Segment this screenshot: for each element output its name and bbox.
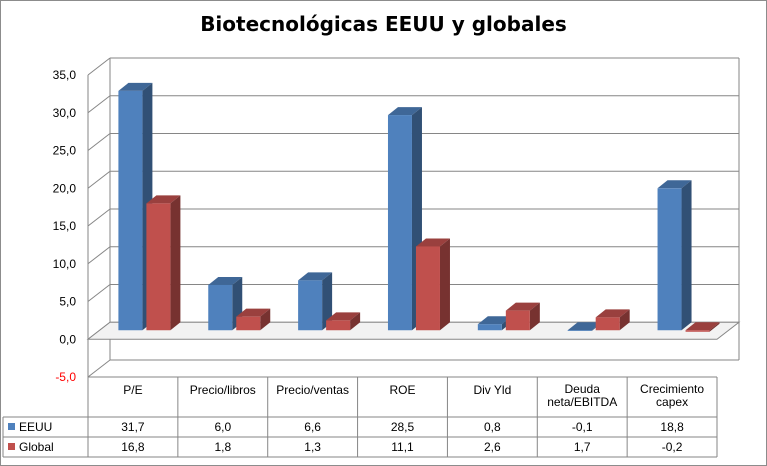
- bar-global-top: [326, 312, 361, 321]
- bar-global: [146, 203, 171, 331]
- chart-title: Biotecnológicas EEUU y globales: [200, 12, 567, 36]
- y-tick-label: 15,0: [53, 219, 77, 233]
- gridline-side: [87, 133, 111, 151]
- data-label-eeuu: 0,8: [484, 420, 501, 434]
- gridline-side: [87, 57, 111, 76]
- y-tick-label: 0,0: [59, 332, 76, 346]
- y-tick-label: 5,0: [59, 295, 76, 309]
- data-label-eeuu: 31,7: [121, 420, 145, 434]
- data-label-global: 1,8: [214, 440, 231, 454]
- x-tick-label: Crecimiento capex: [640, 382, 704, 409]
- bar-global-top: [595, 309, 630, 318]
- bar-global-side: [350, 312, 361, 331]
- data-label-global: 1,7: [574, 440, 591, 454]
- bar-eeuu: [208, 284, 233, 331]
- x-tick-label: P/E: [123, 383, 142, 397]
- y-tick-label: 20,0: [53, 181, 77, 195]
- data-label-global: 1,3: [304, 440, 321, 454]
- gridline-side: [87, 284, 111, 302]
- bar-global: [595, 317, 620, 331]
- bar-eeuu: [118, 90, 143, 331]
- data-label-global: -0,2: [662, 440, 683, 454]
- x-tick-label: ROE: [389, 383, 415, 397]
- x-tick-label: Precio/libros: [190, 383, 256, 397]
- y-tick-label: 25,0: [53, 144, 77, 158]
- y-tick-label: 10,0: [53, 257, 77, 271]
- data-label-global: 16,8: [121, 440, 145, 454]
- data-label-eeuu: 18,8: [660, 420, 684, 434]
- bar-global-side: [170, 195, 181, 331]
- x-tick-label: Precio/ventas: [276, 383, 349, 397]
- y-tick-label: 35,0: [53, 68, 77, 82]
- data-label-eeuu: -0,1: [572, 420, 593, 434]
- bar-global: [236, 316, 261, 331]
- bar-global-side: [709, 322, 720, 332]
- x-tick-label: Div Yld: [473, 383, 511, 397]
- bar-eeuu: [477, 324, 502, 331]
- bar-global-top: [236, 308, 271, 317]
- bar-global-top: [146, 195, 181, 204]
- gridline-side: [87, 170, 111, 189]
- legend-label-global: Global: [19, 440, 54, 454]
- bar-global: [685, 330, 710, 332]
- data-label-global: 11,1: [391, 440, 414, 454]
- bar-eeuu-top: [477, 316, 512, 325]
- bar-global-top: [685, 322, 720, 331]
- y-tick-label: -5,0: [55, 370, 76, 384]
- bar-eeuu-top: [118, 82, 153, 91]
- bar-eeuu-top: [657, 180, 692, 189]
- bar-global-side: [260, 308, 271, 331]
- bar-global: [326, 320, 351, 331]
- data-label-eeuu: 6,6: [304, 420, 321, 434]
- data-label-global: 2,6: [484, 440, 501, 454]
- bar-global-top: [505, 302, 540, 311]
- x-tick-label: Deuda neta/EBITDA: [547, 382, 617, 409]
- bar-global-side: [529, 302, 540, 331]
- data-label-eeuu: 6,0: [214, 420, 231, 434]
- legend-label-eeuu: EEUU: [19, 420, 52, 434]
- legend-key-global: [8, 443, 15, 450]
- gridline-side: [87, 246, 111, 265]
- bar-global-side: [439, 238, 450, 331]
- y-tick-label: 30,0: [53, 106, 77, 120]
- legend-key-eeuu: [8, 423, 15, 430]
- bar-eeuu: [387, 115, 412, 331]
- bar-eeuu: [298, 280, 323, 331]
- bar-global: [505, 310, 530, 331]
- bar-global-top: [415, 238, 450, 247]
- bar-eeuu-top: [387, 107, 422, 116]
- bar-global-side: [619, 309, 630, 331]
- bar-eeuu-top: [567, 322, 602, 331]
- bar-eeuu-top: [208, 276, 243, 285]
- gridline-side: [87, 208, 111, 227]
- gridline-side: [87, 359, 111, 378]
- bar-eeuu: [657, 188, 682, 331]
- gridline-side: [87, 95, 111, 114]
- bar-global: [415, 246, 440, 331]
- bar-eeuu-side: [322, 272, 333, 331]
- bar-eeuu-side: [681, 180, 692, 331]
- data-label-eeuu: 28,5: [391, 420, 415, 434]
- bar-eeuu-top: [298, 272, 333, 281]
- bar-eeuu: [567, 330, 592, 332]
